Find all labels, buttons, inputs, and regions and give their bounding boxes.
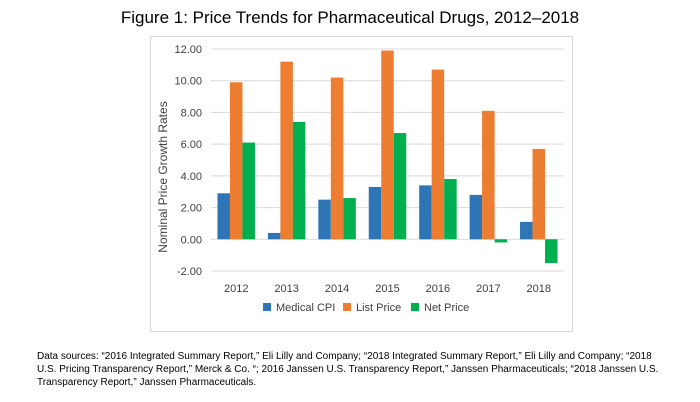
bar-list-price: [229, 82, 243, 240]
x-tick-label: 2015: [375, 283, 399, 295]
x-tick-label: 2013: [274, 283, 298, 295]
x-tick-label: 2014: [325, 283, 349, 295]
bars: [217, 50, 558, 264]
bar-net-price: [393, 133, 407, 240]
bar-medical-cpi: [318, 199, 331, 240]
bar-list-price: [381, 50, 394, 240]
x-tick-label: 2017: [476, 283, 500, 295]
y-tick-label: 8.00: [181, 107, 202, 119]
bar-list-price: [532, 148, 546, 240]
legend-swatch-medical-cpi: [263, 303, 271, 311]
bar-net-price: [494, 239, 508, 243]
y-axis-label: Nominal Price Growth Rates: [156, 101, 170, 252]
x-tick-label: 2018: [527, 283, 551, 295]
bar-net-price: [242, 142, 255, 240]
source-note: Data sources: “2016 Integrated Summary R…: [37, 351, 659, 388]
y-tick-label: -2.00: [177, 266, 202, 278]
bar-list-price: [280, 61, 293, 240]
bar-net-price: [444, 179, 457, 240]
bar-chart: -2.00 0.00 2.00 4.00 6.00 8.00 10.00 12.00 2012…: [156, 44, 564, 314]
x-tick-label: 2012: [224, 283, 248, 295]
bar-medical-cpi: [267, 232, 281, 240]
bar-list-price: [482, 110, 495, 240]
bar-medical-cpi: [217, 193, 230, 240]
bar-list-price: [431, 69, 445, 240]
bar-medical-cpi: [520, 221, 533, 240]
chart-title: Figure 1: Price Trends for Pharmaceutica…: [120, 8, 580, 27]
y-tick-label: 0.00: [181, 234, 202, 246]
bar-medical-cpi: [469, 194, 483, 240]
bar-net-price: [343, 198, 356, 240]
legend-label: Medical CPI: [276, 302, 335, 314]
legend-label: List Price: [356, 302, 401, 314]
bar-net-price: [292, 121, 306, 240]
y-tick-label: 4.00: [181, 171, 202, 183]
legend-swatch-net-price: [411, 303, 419, 311]
bar-medical-cpi: [419, 185, 432, 240]
bar-net-price: [545, 239, 558, 264]
legend-label: Net Price: [424, 302, 469, 314]
y-axis-ticks: -2.00 0.00 2.00 4.00 6.00 8.00 10.00 12.00: [174, 44, 202, 278]
y-tick-label: 2.00: [181, 203, 202, 215]
x-axis-ticks: 2012 2013 2014 2015 2016 2017 2018: [224, 283, 551, 295]
bar-medical-cpi: [368, 186, 382, 240]
legend: Medical CPI List Price Net Price: [263, 302, 469, 314]
y-tick-label: 12.00: [174, 44, 202, 56]
y-tick-label: 10.00: [174, 76, 202, 88]
chart-area: -2.00 0.00 2.00 4.00 6.00 8.00 10.00 12.00 2012…: [150, 36, 573, 332]
x-tick-label: 2016: [426, 283, 450, 295]
bar-list-price: [330, 77, 344, 240]
y-tick-label: 6.00: [181, 139, 202, 151]
legend-swatch-list-price: [343, 303, 351, 311]
